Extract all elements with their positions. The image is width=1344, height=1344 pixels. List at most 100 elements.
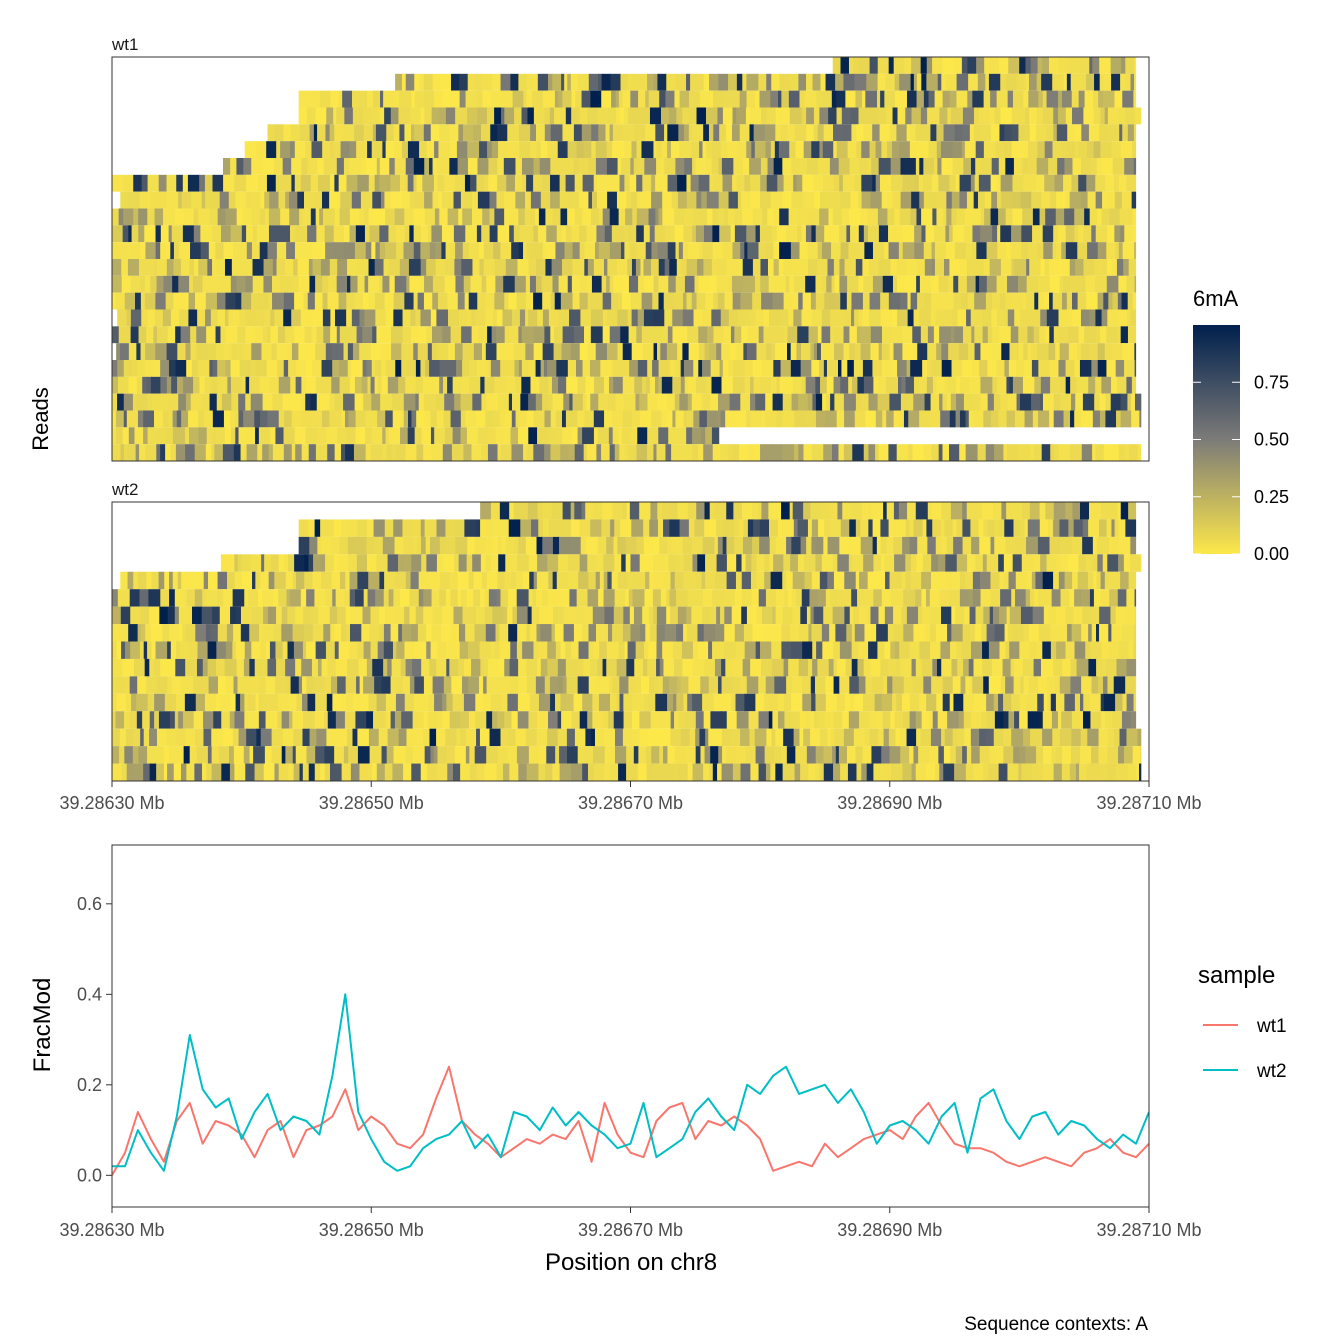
heatmap-cell (881, 326, 887, 344)
heatmap-cell (118, 208, 124, 226)
heatmap-cell (452, 376, 463, 394)
heatmap-cell (216, 292, 227, 310)
heatmap-cell (957, 728, 965, 747)
heatmap-cell (306, 107, 317, 125)
heatmap-cell (526, 763, 540, 781)
heatmap-cell (368, 292, 376, 310)
heatmap-cell (815, 746, 825, 764)
heatmap-cell (991, 658, 1004, 677)
heatmap-cell (949, 693, 955, 712)
heatmap-cell (739, 90, 748, 108)
heatmap-cell (974, 292, 987, 310)
heatmap-cell (631, 410, 641, 428)
heatmap-cell (386, 360, 396, 377)
heatmap-cell (502, 309, 513, 327)
heatmap-cell (123, 393, 134, 411)
heatmap-cell (584, 326, 592, 344)
heatmap-cell (666, 589, 671, 607)
heatmap-cell (593, 502, 604, 520)
heatmap-cell (771, 343, 776, 360)
heatmap-cell (276, 259, 286, 276)
heatmap-cell (790, 242, 801, 259)
heatmap-cell (865, 410, 877, 428)
heatmap-cell (619, 676, 630, 694)
heatmap-cell (859, 571, 869, 590)
heatmap-cell (824, 225, 833, 243)
heatmap-cell (526, 624, 531, 642)
heatmap-cell (692, 658, 705, 677)
heatmap-cell (970, 208, 982, 226)
heatmap-cell (932, 711, 939, 729)
heatmap-cell (223, 242, 234, 259)
heatmap-cell (726, 502, 734, 520)
heatmap-cell (447, 208, 459, 226)
heatmap-cell (1003, 571, 1010, 590)
heatmap-cell (1011, 107, 1020, 125)
heatmap-cell (124, 641, 131, 659)
heatmap-cell (614, 554, 622, 572)
heatmap-cell (156, 728, 168, 747)
heatmap-cell (394, 275, 407, 293)
heatmap-cell (497, 174, 507, 192)
heatmap-cell (663, 571, 672, 590)
heatmap-cell (682, 536, 693, 555)
heatmap-cell (316, 427, 327, 445)
heatmap-cell (548, 589, 561, 607)
heatmap-cell (666, 410, 674, 428)
heatmap-cell (470, 606, 477, 625)
heatmap-cell (709, 90, 714, 108)
heatmap-cell (789, 502, 794, 520)
heatmap-cell (630, 90, 639, 108)
heatmap-cell (533, 343, 544, 360)
heatmap-cell (162, 410, 170, 428)
heatmap-cell (527, 606, 533, 625)
heatmap-cell (338, 174, 348, 192)
heatmap-cell (853, 360, 864, 377)
heatmap-cell (1089, 343, 1099, 360)
heatmap-cell (432, 158, 439, 175)
heatmap-cell (760, 376, 772, 394)
heatmap-cell (746, 676, 759, 694)
heatmap-cell (379, 326, 392, 344)
heatmap-cell (508, 393, 513, 411)
heatmap-cell (172, 410, 178, 428)
heatmap-cell (291, 343, 299, 360)
heatmap-cell (1077, 242, 1088, 259)
heatmap-cell (542, 393, 550, 411)
heatmap-cell (432, 73, 441, 91)
heatmap-cell (240, 693, 245, 712)
heatmap-cell (603, 571, 608, 590)
heatmap-cell (368, 174, 376, 192)
heatmap-cell (559, 536, 571, 555)
heatmap-cell (180, 259, 190, 276)
heatmap-cell (430, 641, 439, 659)
heatmap-cell (133, 174, 143, 192)
heatmap-cell (254, 309, 265, 327)
heatmap-cell (499, 624, 509, 642)
heatmap-cell (559, 174, 567, 192)
heatmap-cell (216, 693, 220, 712)
heatmap-cell (697, 624, 705, 642)
heatmap-cell (752, 360, 763, 377)
heatmap-cell (432, 292, 439, 310)
heatmap-cell (403, 554, 412, 572)
heatmap-cell (795, 141, 805, 158)
heatmap-cell (994, 711, 1005, 729)
heatmap-cell (527, 444, 534, 461)
heatmap-cell (180, 326, 191, 344)
heatmap-cell (881, 141, 888, 158)
heatmap-cell (610, 73, 622, 91)
heatmap-cell (217, 624, 228, 642)
heatmap-cell (630, 554, 641, 572)
heatmap-cell (674, 90, 681, 108)
heatmap-cell (338, 641, 351, 659)
heatmap-cell (1039, 326, 1046, 344)
heatmap-cell (919, 309, 932, 327)
heatmap-cell (759, 536, 771, 555)
heatmap-cell (482, 693, 492, 712)
heatmap-cell (1101, 711, 1106, 729)
heatmap-cell (357, 174, 370, 192)
heatmap-cell (186, 589, 196, 607)
heatmap-cell (1118, 746, 1125, 764)
heatmap-cell (384, 191, 392, 209)
